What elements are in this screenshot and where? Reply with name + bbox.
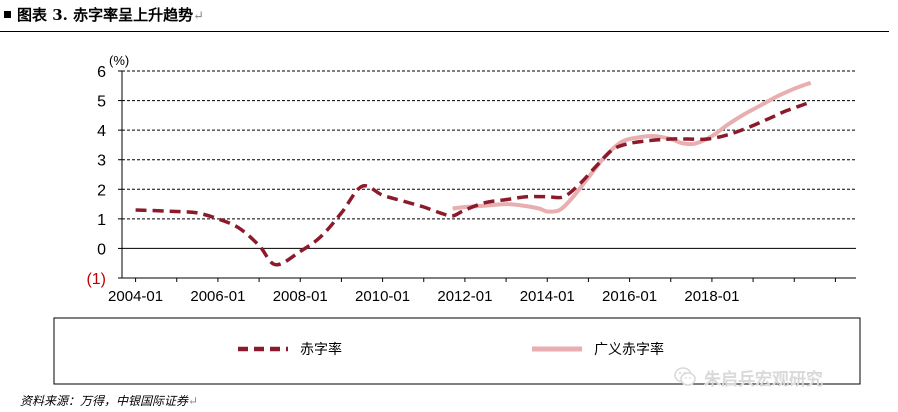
legend-box [53,317,861,385]
chart-axes [121,71,856,279]
x-tick-label: 2014-01 [520,288,575,305]
y-tick-label: 5 [97,94,106,111]
figure-title: 图表 3. 赤字率呈上升趋势↵ [2,4,204,25]
y-tick-label: 2 [97,182,106,199]
x-tick-label: 2006-01 [190,288,245,305]
legend-label: 赤字率 [300,341,342,358]
grid-lines [122,70,856,220]
x-tick-label: 2004-01 [108,288,163,305]
title-rule [0,31,889,32]
y-tick-label: (1) [86,271,106,288]
x-tick-label: 2016-01 [602,288,657,305]
source-text: 资料来源：万得，中银国际证券 [20,394,189,408]
y-tick-label: 1 [97,212,106,229]
series-layer [135,80,812,267]
y-tick-label: 4 [97,123,106,140]
y-tick-label: 6 [97,64,106,81]
wechat-icon [674,367,696,386]
series-line-broad-deficit [452,80,812,214]
y-unit-label: (%) [109,53,129,68]
chart-legend: 赤字率 广义赤字率 [53,317,861,385]
x-tick-label: 2018-01 [684,288,739,305]
x-axis-ticks: 2004-01 2006-01 2008-01 2010-01 2012-01 2014-… [108,278,836,305]
y-tick-label: 3 [97,153,106,170]
y-tick-label: 0 [97,241,106,258]
return-mark-icon: ↵ [193,9,205,24]
series-line-deficit [135,101,808,267]
source-note: 资料来源：万得，中银国际证券↵ [20,392,198,409]
x-tick-label: 2008-01 [273,288,328,305]
legend-label: 广义赤字率 [594,341,664,358]
figure-title-text: 图表 3. 赤字率呈上升趋势 [17,6,194,24]
watermark-text: 朱启兵宏观研究 [704,369,823,390]
watermark: 朱启兵宏观研究 [672,364,823,390]
return-mark-icon: ↵ [188,394,199,408]
x-tick-label: 2012-01 [437,288,492,305]
x-tick-label: 2010-01 [355,288,410,305]
y-axis-ticks: 6 5 4 3 2 1 0 (1) [86,64,122,288]
square-bullet-icon [4,11,11,18]
